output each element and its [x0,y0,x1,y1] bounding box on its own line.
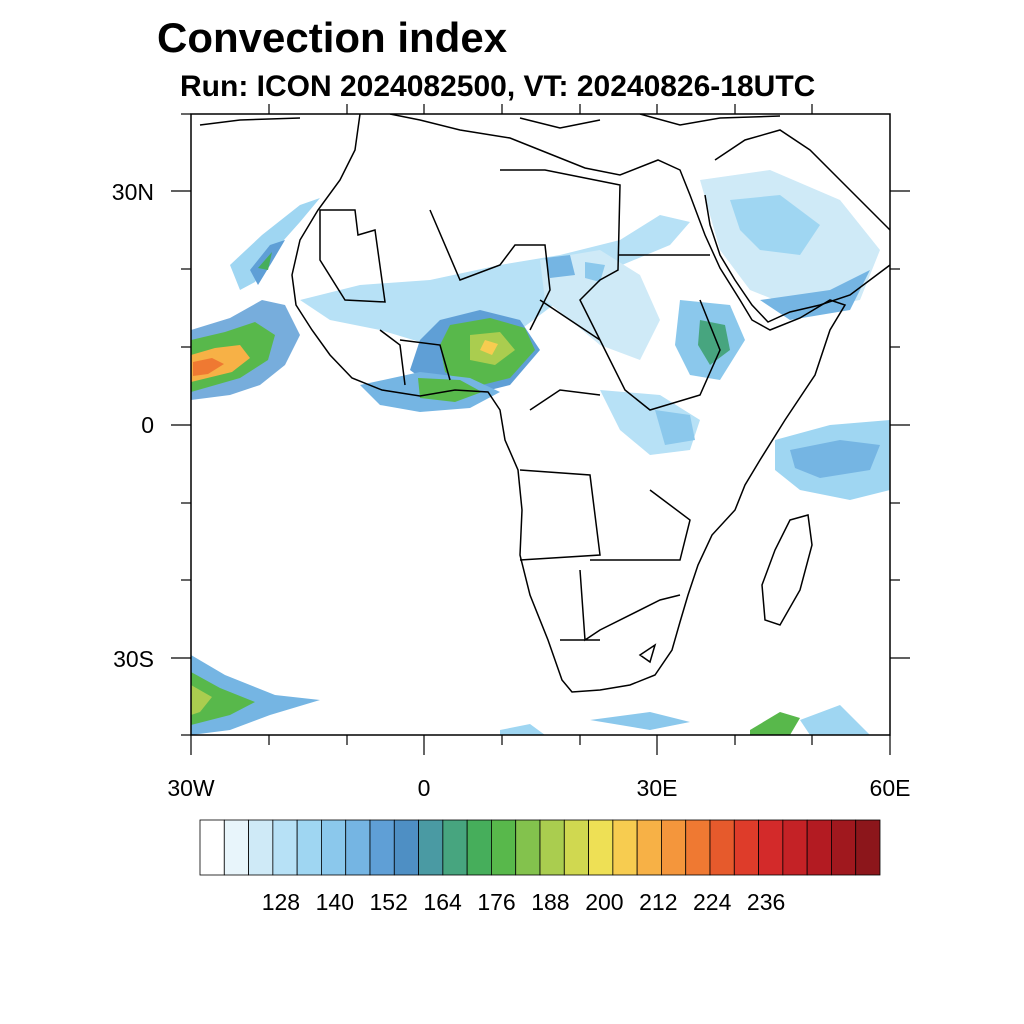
colorbar-swatch [563,819,589,876]
field-south-indian-1 [590,712,690,730]
colorbar-swatch [709,819,735,876]
colorbar-swatch [588,819,614,876]
field-sudan [540,250,660,360]
madagascar [761,514,813,626]
colorbar-swatch [248,819,274,876]
colorbar-label: 164 [423,889,462,915]
colorbar-swatch [418,819,444,876]
lon-label-0: 0 [417,775,431,801]
lon-label-30e: 30E [636,775,678,801]
colorbar-swatch [539,819,565,876]
colorbar-label: 200 [585,889,624,915]
colorbar-swatch [199,819,225,876]
colorbar-label: 176 [477,889,516,915]
colorbar-swatch [369,819,395,876]
colorbar-swatch [466,819,492,876]
colorbar-swatch [685,819,711,876]
colorbar-swatch [733,819,759,876]
colorbar-label: 140 [315,889,354,915]
colorbar-swatch [442,819,468,876]
colorbar-swatch [321,819,347,876]
colorbar-swatch [661,819,687,876]
lat-label-0: 0 [141,412,154,438]
colorbar-swatch [612,819,638,876]
chart-subtitle: Run: ICON 2024082500, VT: 20240826-18UTC [180,70,816,103]
chart-title: Convection index [157,14,508,61]
colorbar-swatch [393,819,419,876]
colorbar-swatch [758,819,784,876]
colorbar-swatch [491,819,517,876]
tick-marks [171,104,910,755]
lon-label-30w: 30W [167,775,215,801]
border-lines [319,169,721,664]
colorbar-swatch [806,819,832,876]
colorbar-label: 224 [693,889,732,915]
convection-field [191,170,890,735]
colorbar-label: 128 [261,889,301,915]
colorbar-swatch [345,819,371,876]
colorbar-swatch [636,819,662,876]
colorbar [199,819,881,876]
colorbar-label: 152 [369,889,408,915]
field-south-indian-2 [750,712,800,735]
colorbar-label: 212 [639,889,678,915]
colorbar-swatch [223,819,249,876]
europe-coast [199,114,781,129]
colorbar-swatch [296,819,322,876]
colorbar-swatch [272,819,298,876]
colorbar-swatch [515,819,541,876]
colorbar-label: 188 [531,889,570,915]
lon-label-60e: 60E [869,775,911,801]
lat-label-30n: 30N [111,179,154,205]
colorbar-swatch [855,819,881,876]
colorbar-swatch [782,819,808,876]
lat-label-30s: 30S [113,646,154,672]
africa-coastline [291,114,847,693]
colorbar-swatch [831,819,857,876]
coastlines [199,114,890,693]
colorbar-label: 236 [746,889,786,915]
arabia-coastline [704,129,890,323]
